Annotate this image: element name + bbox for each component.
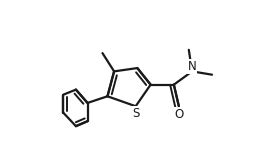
Text: S: S — [132, 107, 139, 120]
Text: O: O — [174, 108, 183, 121]
Text: N: N — [188, 60, 197, 73]
